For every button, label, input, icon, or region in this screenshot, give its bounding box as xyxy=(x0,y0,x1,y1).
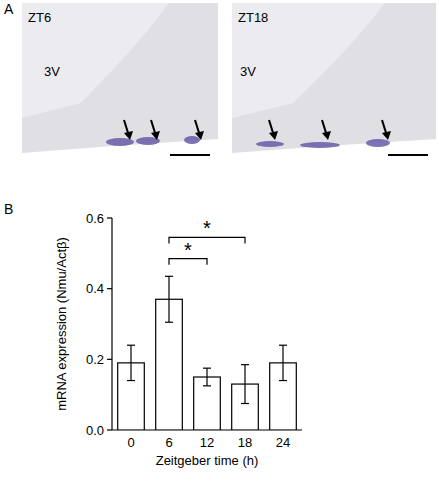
stained-cells xyxy=(300,142,340,148)
image-label: ZT6 xyxy=(28,10,51,25)
y-tick xyxy=(107,359,112,360)
y-tick-label: 0.6 xyxy=(86,211,104,226)
arrowhead xyxy=(269,131,278,140)
tissue xyxy=(232,3,436,161)
ventricle xyxy=(232,3,385,118)
bars xyxy=(118,276,297,430)
x-tick-label: 18 xyxy=(238,435,252,450)
figure: A B ZT6 3V ZT18 3V 0.0 0.2 0.4 0.6 0 6 12 18 24 Zeitgeb… xyxy=(0,0,439,494)
y-tick xyxy=(107,429,112,430)
panel-letter: A xyxy=(4,1,14,17)
arrowhead xyxy=(382,131,391,140)
region-label: 3V xyxy=(44,64,60,79)
y-axis xyxy=(111,218,112,430)
x-tick-label: 0 xyxy=(127,435,134,450)
error-bar xyxy=(241,365,249,404)
arrowhead xyxy=(124,131,133,140)
micrograph: ZT18 3V xyxy=(232,3,436,161)
micrograph: ZT6 3V xyxy=(22,3,218,161)
significance-label: * xyxy=(203,217,211,239)
region-label: 3V xyxy=(240,64,256,79)
significance-label: * xyxy=(184,239,192,261)
axes: 0.0 0.2 0.4 0.6 0 6 12 18 24 Zeitgeber time (h) mR… xyxy=(54,211,302,469)
significance: ** xyxy=(169,217,245,264)
arrowhead xyxy=(322,131,331,140)
stained-cells xyxy=(184,136,200,144)
error-bar xyxy=(279,345,287,380)
panel-letter: B xyxy=(4,201,13,217)
y-tick xyxy=(107,217,112,218)
y-tick xyxy=(107,288,112,289)
image-label: ZT18 xyxy=(238,10,268,25)
error-bar xyxy=(165,276,173,322)
stained-cells xyxy=(256,141,284,147)
x-axis-title: Zeitgeber time (h) xyxy=(156,453,259,468)
x-tick-label: 24 xyxy=(276,435,290,450)
ventricle xyxy=(22,3,169,118)
error-bar xyxy=(127,345,135,380)
tissue xyxy=(22,3,218,161)
x-tick-label: 12 xyxy=(200,435,214,450)
scale-bar xyxy=(170,154,210,156)
error-bar xyxy=(203,368,211,386)
x-tick-label: 6 xyxy=(165,435,172,450)
y-axis-title: mRNA expression (Nmu/Actβ) xyxy=(54,237,69,411)
stained-cells xyxy=(366,139,390,147)
y-tick-label: 0.2 xyxy=(86,352,104,367)
arrowhead xyxy=(195,131,204,140)
y-tick-label: 0.4 xyxy=(86,281,104,296)
scale-bar xyxy=(388,154,428,156)
y-tick-label: 0.0 xyxy=(86,423,104,438)
arrowhead xyxy=(151,131,160,140)
background xyxy=(232,139,436,161)
